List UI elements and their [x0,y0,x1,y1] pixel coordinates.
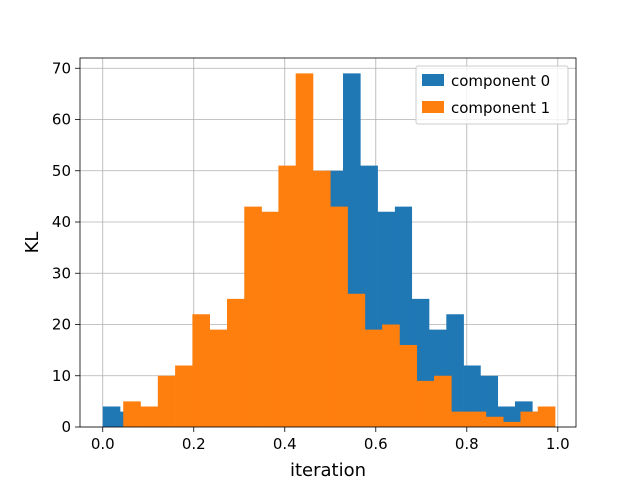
legend-box [415,65,569,125]
y-tick-label: 50 [52,162,71,180]
histogram-bars [102,73,556,427]
histogram-bar [485,416,504,427]
y-axis-label: KL [22,232,43,254]
histogram-bar [468,411,487,427]
histogram-bar [157,375,176,427]
histogram-bar [364,329,383,427]
y-tick-label: 60 [52,111,71,129]
y-tick-label: 10 [52,367,71,385]
legend: component 0 component 1 [415,65,569,125]
legend-label-component-1: component 1 [451,99,550,117]
x-tick-label: 0.6 [364,435,388,453]
histogram-bar [261,211,279,427]
histogram-bar [347,293,366,427]
histogram-bar [102,406,121,427]
y-tick-label: 70 [52,59,71,77]
x-tick-label: 0.4 [273,435,297,453]
histogram-bar [123,401,141,427]
y-tick-label: 0 [61,418,71,436]
histogram-bar [244,206,262,427]
histogram-bar [399,345,418,427]
legend-swatch-component-0 [422,74,444,86]
legend-swatch-component-1 [422,101,444,113]
histogram-bar [330,206,348,427]
x-axis-label: iteration [290,460,366,480]
histogram-bar [434,375,452,427]
series-1-bars [123,73,556,427]
histogram-bar [278,165,296,427]
x-tick-label: 0.2 [182,435,206,453]
histogram-bar [537,406,556,427]
histogram-bar [295,73,314,427]
histogram-bar [451,411,469,427]
histogram-bar [503,421,521,427]
histogram-bar [416,380,435,427]
y-tick-label: 20 [52,316,71,334]
histogram-bar [175,365,193,427]
histogram-bar [140,406,159,427]
histogram-bar [209,329,228,427]
histogram-bar [312,170,331,427]
y-tick-label: 30 [52,264,71,282]
histogram-bar [520,411,539,427]
axis-ticks: 0.0 0.2 0.4 0.6 0.8 1.0 0 10 20 30 40 50 60 70 [52,59,570,453]
legend-label-component-0: component 0 [451,72,550,90]
y-tick-label: 40 [52,213,71,231]
x-tick-label: 0.8 [455,435,479,453]
x-tick-label: 0.0 [91,435,115,453]
x-tick-label: 1.0 [546,435,570,453]
histogram-bar [192,314,210,427]
histogram-bar [226,298,245,427]
histogram-bar [382,324,400,427]
plot-frame [79,57,577,428]
